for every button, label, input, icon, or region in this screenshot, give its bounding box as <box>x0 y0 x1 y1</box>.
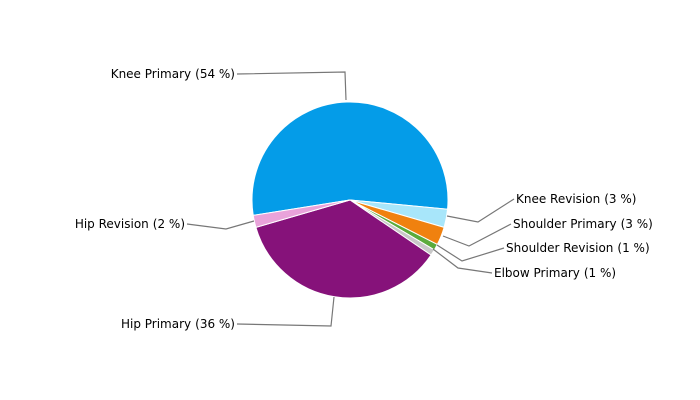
category-name: Shoulder Revision <box>506 241 613 255</box>
connector <box>186 220 255 230</box>
category-name: Shoulder Primary <box>513 217 617 231</box>
data-label: Hip Revision (2 %) <box>75 217 185 231</box>
category-name: Hip Primary <box>121 317 191 331</box>
data-label: Hip Primary (36 %) <box>121 317 235 331</box>
value-label: (54 %) <box>195 67 235 81</box>
pie-slice <box>255 199 432 299</box>
pie-slice <box>251 101 449 216</box>
category-name: Knee Revision <box>516 192 600 206</box>
pie-slice <box>252 199 351 228</box>
value-label: (36 %) <box>195 317 235 331</box>
data-label: Knee Revision (3 %) <box>516 192 636 206</box>
value-label: (1 %) <box>584 266 616 280</box>
value-label: (2 %) <box>153 217 185 231</box>
data-label: Knee Primary (54 %) <box>111 67 235 81</box>
value-label: (3 %) <box>621 217 653 231</box>
value-label: (3 %) <box>604 192 636 206</box>
connector <box>236 296 335 327</box>
category-name: Elbow Primary <box>494 266 580 280</box>
data-label: Shoulder Primary (3 %) <box>513 217 653 231</box>
connector <box>446 198 515 223</box>
data-label: Elbow Primary (1 %) <box>494 266 616 280</box>
data-label: Shoulder Revision (1 %) <box>506 241 650 255</box>
connector <box>436 244 505 262</box>
category-name: Hip Revision <box>75 217 149 231</box>
connector <box>236 71 347 101</box>
connector <box>432 248 493 274</box>
connector <box>442 223 512 247</box>
category-name: Knee Primary <box>111 67 191 81</box>
value-label: (1 %) <box>617 241 649 255</box>
